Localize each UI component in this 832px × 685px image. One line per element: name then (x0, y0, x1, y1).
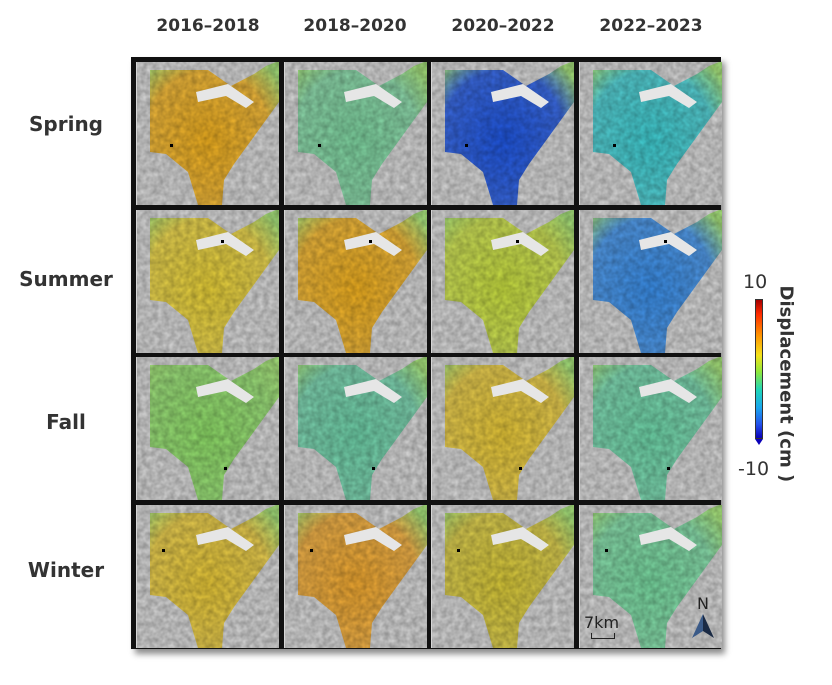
terrain-texture (150, 357, 279, 500)
inlet-water (344, 379, 402, 403)
inlet-water (491, 379, 549, 403)
terrain-texture (298, 62, 427, 205)
terrain-texture (445, 505, 574, 648)
legend-min-label: -10 (738, 458, 770, 480)
inlet-water (639, 84, 697, 108)
terrain-texture (593, 210, 722, 353)
map-panel-summer-3 (431, 210, 574, 353)
north-label: N (697, 594, 709, 613)
inlet-water (639, 232, 697, 256)
reference-point (318, 144, 321, 147)
legend-colorbar (755, 299, 763, 439)
displacement-map-grid (131, 57, 722, 649)
map-panel-summer-1 (136, 210, 279, 353)
inlet-water (196, 527, 254, 551)
column-header-2022-2023: 2022–2023 (599, 16, 703, 36)
inlet-water (196, 84, 254, 108)
row-label-spring: Spring (29, 112, 103, 136)
inlet-water (344, 232, 402, 256)
reference-point (519, 467, 522, 470)
column-header-2016-2018: 2016–2018 (156, 16, 260, 36)
reference-point (667, 467, 670, 470)
reference-point (221, 240, 224, 243)
reference-point (369, 240, 372, 243)
map-panel-summer-2 (284, 210, 427, 353)
map-panel-fall-1 (136, 357, 279, 500)
terrain-texture (593, 357, 722, 500)
terrain-texture (298, 210, 427, 353)
legend-max-label: 10 (743, 271, 768, 293)
terrain-texture (445, 62, 574, 205)
row-label-fall: Fall (46, 410, 86, 434)
map-panel-winter-2 (284, 505, 427, 648)
inlet-water (344, 527, 402, 551)
terrain-texture (298, 505, 427, 648)
north-arrow-icon (692, 614, 714, 638)
scale-bar-label: 7km (584, 613, 620, 632)
map-panel-winter-3 (431, 505, 574, 648)
inlet-water (491, 527, 549, 551)
map-panel-winter-1 (136, 505, 279, 648)
map-panel-fall-2 (284, 357, 427, 500)
terrain-texture (150, 210, 279, 353)
reference-point (170, 144, 173, 147)
map-panel-fall-3 (431, 357, 574, 500)
reference-point (372, 467, 375, 470)
map-panel-spring-4 (579, 62, 722, 205)
inlet-water (639, 527, 697, 551)
terrain-texture (445, 357, 574, 500)
row-label-summer: Summer (19, 267, 113, 291)
reference-point (516, 240, 519, 243)
column-header-2018-2020: 2018–2020 (303, 16, 407, 36)
terrain-texture (298, 357, 427, 500)
map-panel-winter-4 (579, 505, 722, 648)
reference-point (605, 549, 608, 552)
inlet-water (344, 84, 402, 108)
reference-point (162, 549, 165, 552)
terrain-texture (593, 62, 722, 205)
terrain-texture (150, 62, 279, 205)
reference-point (613, 144, 616, 147)
inlet-water (639, 379, 697, 403)
map-panel-spring-3 (431, 62, 574, 205)
reference-point (457, 549, 460, 552)
scale-bar (591, 633, 615, 639)
column-header-2020-2022: 2020–2022 (451, 16, 555, 36)
row-label-winter: Winter (27, 558, 105, 582)
map-panel-spring-1 (136, 62, 279, 205)
map-panel-fall-4 (579, 357, 722, 500)
legend-title: Displacement (cm ) (775, 285, 797, 483)
map-panel-spring-2 (284, 62, 427, 205)
legend-extend-arrow (755, 439, 763, 445)
map-panel-summer-4 (579, 210, 722, 353)
reference-point (310, 549, 313, 552)
terrain-texture (445, 210, 574, 353)
terrain-texture (150, 505, 279, 648)
inlet-water (491, 232, 549, 256)
reference-point (664, 240, 667, 243)
inlet-water (196, 379, 254, 403)
inlet-water (196, 232, 254, 256)
reference-point (224, 467, 227, 470)
reference-point (465, 144, 468, 147)
inlet-water (491, 84, 549, 108)
